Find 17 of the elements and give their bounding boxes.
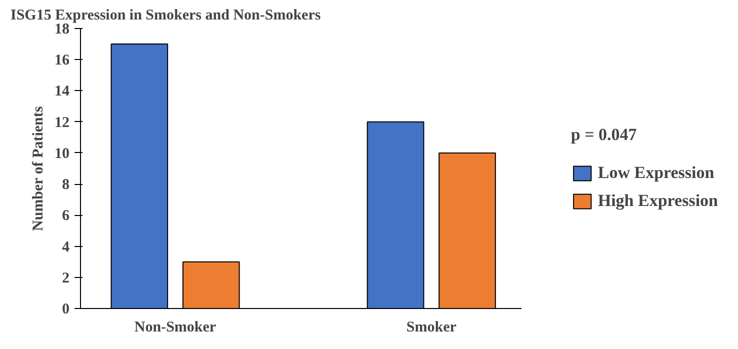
y-axis-title: Number of Patients [30,106,46,231]
y-tick-label: 6 [62,208,70,224]
y-tick-label: 12 [54,114,70,131]
text: p = 0.047 [570,125,638,145]
y-tick-label: 8 [62,177,70,194]
legend-label: Low Expression [598,163,714,183]
y-tick-label: 16 [54,52,70,69]
y-tick-label: 4 [62,239,70,256]
y-tick-label: 10 [54,146,70,162]
y-tick-label: 0 [62,302,70,318]
x-tick-label: Non-Smoker [134,320,216,336]
y-tick-label: 14 [54,84,70,100]
legend-label: High Expression [598,191,718,211]
x-tick-label: Smoker [406,320,457,336]
y-tick-label: 18 [54,22,70,38]
chart-title: ISG15 Expression in Smokers and Non-Smokers [10,8,321,24]
y-tick-label: 2 [62,270,70,286]
